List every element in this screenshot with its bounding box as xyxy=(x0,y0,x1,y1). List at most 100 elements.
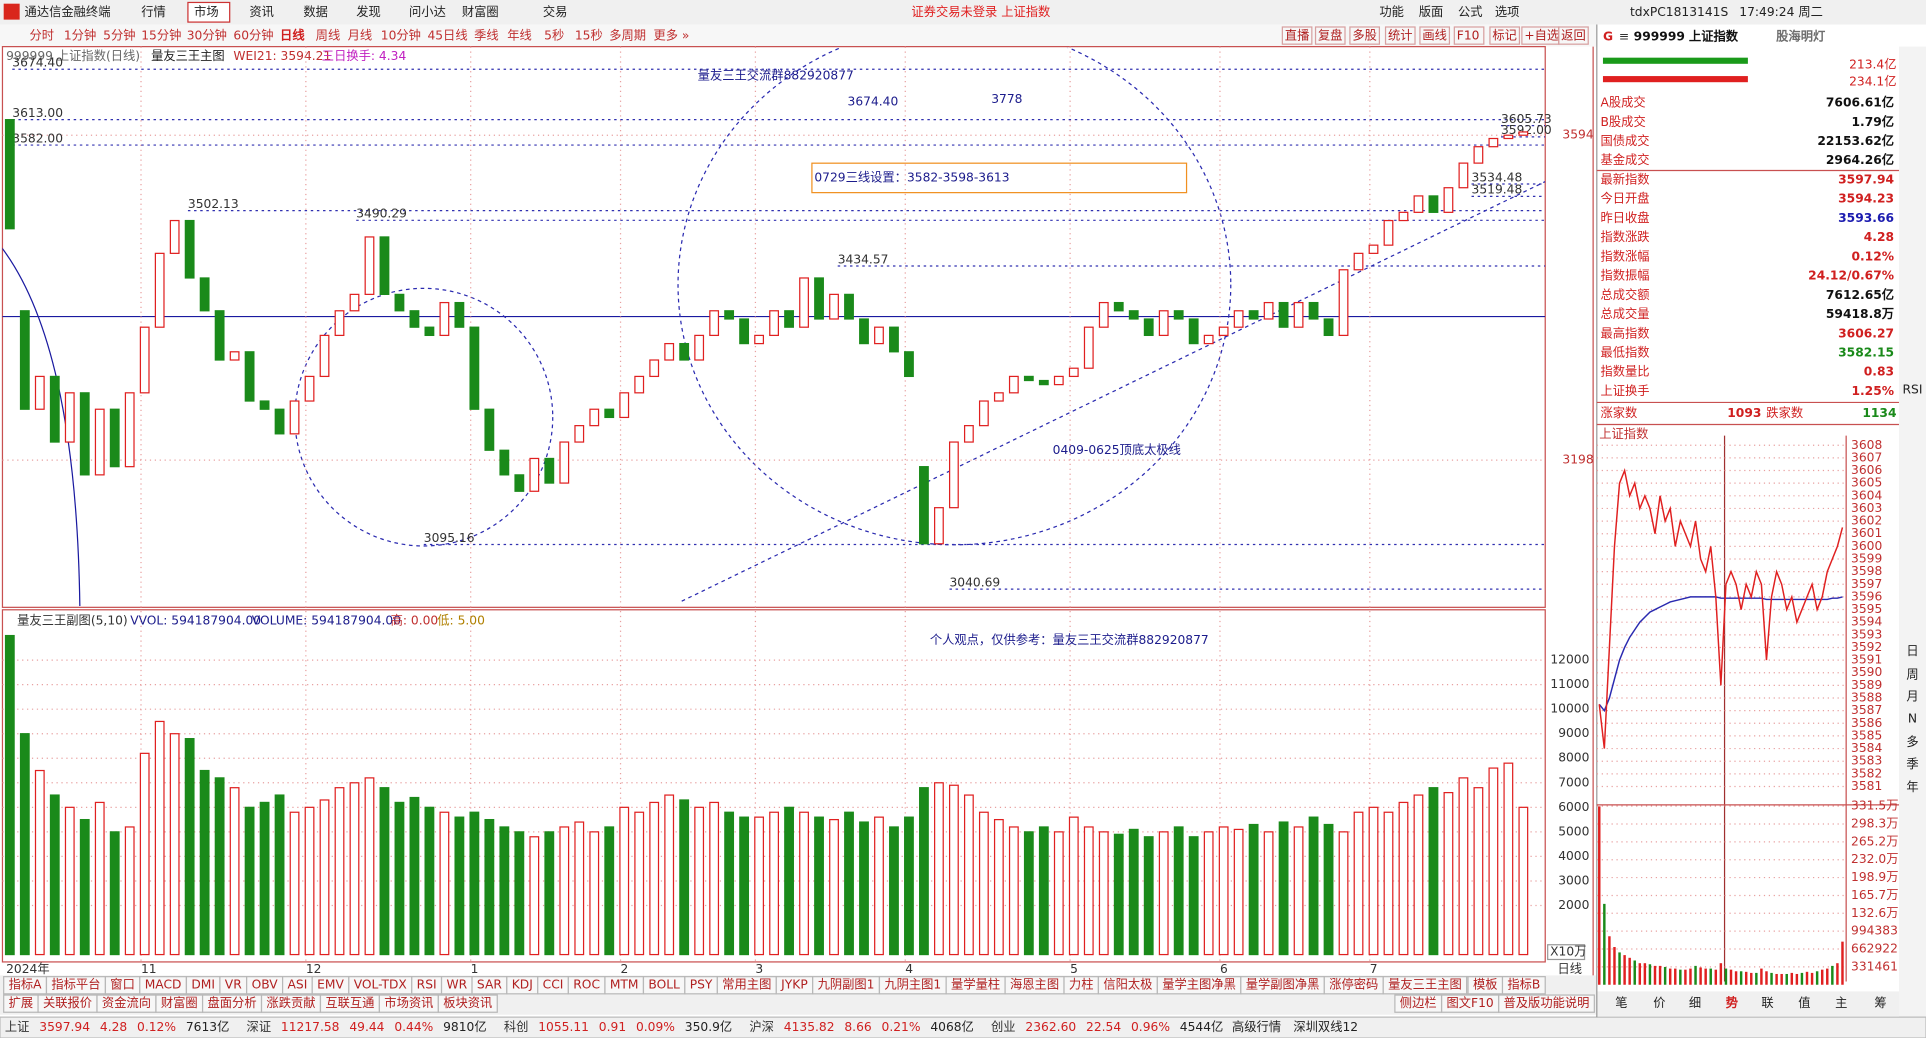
tab-label[interactable]: 资金流向 xyxy=(102,995,151,1010)
side-tab[interactable]: 日 xyxy=(1906,644,1918,658)
period-button[interactable]: 周线 xyxy=(316,29,341,43)
tab-label[interactable]: MTM xyxy=(610,978,639,992)
tab-label[interactable]: RSI xyxy=(417,978,437,992)
tab-label[interactable]: 互联互通 xyxy=(325,996,374,1010)
tool-button[interactable]: 标记 xyxy=(1492,29,1517,43)
period-button[interactable]: 15秒 xyxy=(575,29,603,43)
period-button[interactable]: 月线 xyxy=(348,29,373,43)
tab-label[interactable]: 海恩主图 xyxy=(1010,977,1059,992)
menu-item[interactable]: 数据 xyxy=(303,4,328,19)
tab-label[interactable]: 信阳太极 xyxy=(1103,977,1152,992)
menu-item[interactable]: 交易 xyxy=(543,4,568,19)
tab-label[interactable]: SAR xyxy=(477,978,502,992)
tab-label[interactable]: 指标B xyxy=(1507,977,1540,992)
tab-label[interactable]: 模板 xyxy=(1473,978,1498,992)
menu-item[interactable]: 选项 xyxy=(1495,5,1520,19)
menu-item[interactable]: 公式 xyxy=(1458,5,1483,19)
period-button[interactable]: 分时 xyxy=(29,29,54,43)
tab-label[interactable]: ASI xyxy=(288,978,308,992)
tab-label[interactable]: 九阴主图1 xyxy=(884,978,941,992)
quote-tab[interactable]: 势 xyxy=(1726,995,1739,1010)
period-button[interactable]: 15分钟 xyxy=(141,28,181,43)
period-button[interactable]: 5分钟 xyxy=(103,28,135,43)
period-button[interactable]: 45日线 xyxy=(427,29,467,43)
tool-button[interactable]: 返回 xyxy=(1561,29,1586,43)
tab-label[interactable]: 常用主图 xyxy=(722,978,771,992)
side-tab[interactable]: RSI xyxy=(1903,383,1923,397)
tool-button[interactable]: 画线 xyxy=(1422,29,1447,43)
menu-item[interactable]: 行情 xyxy=(141,5,166,19)
menu-item[interactable]: 财富圈 xyxy=(462,4,499,19)
tab-label[interactable]: 普及版功能说明 xyxy=(1504,995,1590,1010)
side-tab[interactable]: 多 xyxy=(1906,735,1918,749)
period-button[interactable]: 年线 xyxy=(507,29,532,43)
tool-button[interactable]: 复盘 xyxy=(1318,28,1343,43)
quote-menu[interactable]: ≡ xyxy=(1619,29,1629,43)
menu-item[interactable]: 资讯 xyxy=(249,5,274,19)
tab-label[interactable]: ROC xyxy=(573,978,600,992)
tool-button[interactable]: F10 xyxy=(1457,29,1480,43)
tab[interactable] xyxy=(437,994,498,1013)
menu-item[interactable]: 功能 xyxy=(1379,5,1404,19)
side-tab[interactable]: 年 xyxy=(1906,780,1918,794)
menu-item[interactable]: 版面 xyxy=(1419,5,1444,19)
tab-label[interactable]: 九阴副图1 xyxy=(818,977,875,992)
tab-label[interactable]: WR xyxy=(446,978,467,992)
tab-label[interactable]: 量学主图净黑 xyxy=(1162,977,1236,992)
tab-label[interactable]: EMV xyxy=(317,978,344,992)
quote-tab[interactable]: 值 xyxy=(1798,995,1810,1010)
status-item[interactable]: 高级行情 xyxy=(1232,1019,1281,1034)
tab-label[interactable]: 盘面分析 xyxy=(208,995,257,1010)
side-tab[interactable]: 季 xyxy=(1906,757,1918,771)
tab[interactable] xyxy=(1467,976,1504,995)
tab-label[interactable]: VR xyxy=(225,978,242,992)
tab-label[interactable]: 财富圈 xyxy=(161,995,198,1010)
tab-label[interactable]: 图文F10 xyxy=(1446,995,1493,1010)
quote-tab[interactable]: 主 xyxy=(1835,996,1847,1010)
tab-label[interactable]: PSY xyxy=(690,978,713,992)
quote-tab[interactable]: 联 xyxy=(1761,996,1773,1010)
quote-tab[interactable]: 笔 xyxy=(1615,995,1627,1010)
tab-label[interactable]: 涨停密码 xyxy=(1329,977,1378,992)
side-tab[interactable]: 月 xyxy=(1906,689,1918,703)
tab-label[interactable]: CCI xyxy=(543,978,564,992)
quote-tab[interactable]: 筹 xyxy=(1874,996,1886,1010)
tab-label[interactable]: 涨跌贡献 xyxy=(266,995,315,1010)
period-button[interactable]: 60分钟 xyxy=(233,28,273,43)
period-button[interactable]: 季线 xyxy=(474,29,499,43)
period-button[interactable]: 更多 » xyxy=(653,29,689,43)
tab-label[interactable]: 关联报价 xyxy=(43,995,92,1010)
side-tab[interactable]: N xyxy=(1908,711,1917,725)
tab-label[interactable]: 力柱 xyxy=(1069,977,1094,992)
tab-label[interactable]: KDJ xyxy=(512,978,533,992)
tool-button[interactable]: +自选 xyxy=(1524,29,1559,43)
tab-label[interactable]: 侧边栏 xyxy=(1400,995,1437,1010)
quote-tab[interactable]: 价 xyxy=(1653,996,1665,1010)
tab-label[interactable]: JYKP xyxy=(780,978,808,992)
tab-label[interactable]: 指标平台 xyxy=(51,977,100,992)
menu-item[interactable]: 发现 xyxy=(356,4,381,19)
period-button[interactable]: 1分钟 xyxy=(64,28,96,43)
tab-label[interactable]: 量友三王主图 xyxy=(1388,978,1462,992)
tab-label[interactable]: 扩展 xyxy=(9,996,34,1010)
period-button[interactable]: 多周期 xyxy=(609,29,646,43)
tab-label[interactable]: 量学副图净黑 xyxy=(1246,977,1320,992)
period-button[interactable]: 10分钟 xyxy=(381,28,421,43)
side-tab[interactable]: 周 xyxy=(1906,667,1918,681)
tab-label[interactable]: VOL-TDX xyxy=(354,978,408,992)
period-button[interactable]: 日线 xyxy=(280,28,305,43)
tab-label[interactable]: 窗口 xyxy=(110,978,135,992)
tab-label[interactable]: 市场资讯 xyxy=(384,995,433,1010)
period-button[interactable]: 5秒 xyxy=(544,29,564,43)
tab[interactable] xyxy=(1394,994,1443,1013)
menu-item[interactable]: 市场 xyxy=(194,4,219,19)
tool-button[interactable]: 统计 xyxy=(1388,29,1413,43)
tool-button[interactable]: 直播 xyxy=(1285,29,1310,43)
tab-label[interactable]: BOLL xyxy=(648,978,680,992)
tab-label[interactable]: DMI xyxy=(191,978,215,992)
tab-label[interactable]: MACD xyxy=(145,978,182,992)
tab-label[interactable]: 板块资讯 xyxy=(443,996,492,1010)
tool-button[interactable]: 多股 xyxy=(1352,29,1377,43)
tab-label[interactable]: 量学量柱 xyxy=(951,977,1000,992)
tab-label[interactable]: 指标A xyxy=(9,977,43,992)
